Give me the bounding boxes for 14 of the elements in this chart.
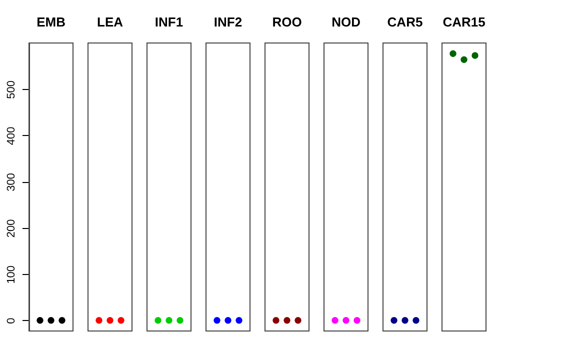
y-tick-label: 0 — [6, 318, 18, 324]
x-tick-label: INF2 — [214, 14, 242, 30]
x-tick-label: CAR5 — [387, 14, 423, 30]
y-tick-label: 200 — [6, 219, 18, 238]
y-tick-label: 500 — [6, 80, 18, 99]
x-tick-label: ROO — [272, 14, 302, 30]
x-tick-label: LEA — [97, 14, 124, 30]
x-tick-label: CAR15 — [442, 14, 486, 30]
x-tick-label: NOD — [332, 14, 360, 30]
y-tick-label: 100 — [6, 265, 18, 284]
y-tick-label: 400 — [6, 126, 18, 146]
x-tick-label: INF1 — [154, 14, 184, 30]
x-tick-label: EMB — [36, 14, 66, 30]
y-tick-label: 300 — [6, 173, 18, 192]
